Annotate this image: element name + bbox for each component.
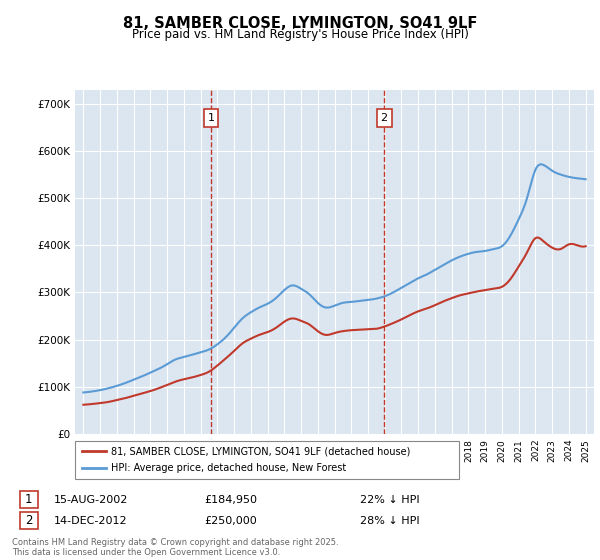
Text: £250,000: £250,000 (204, 516, 257, 526)
Text: 14-DEC-2012: 14-DEC-2012 (54, 516, 128, 526)
Text: HPI: Average price, detached house, New Forest: HPI: Average price, detached house, New … (111, 463, 346, 473)
Text: 1: 1 (208, 113, 214, 123)
Text: 28% ↓ HPI: 28% ↓ HPI (360, 516, 419, 526)
Text: Contains HM Land Registry data © Crown copyright and database right 2025.
This d: Contains HM Land Registry data © Crown c… (12, 538, 338, 557)
Text: £184,950: £184,950 (204, 494, 257, 505)
Text: 22% ↓ HPI: 22% ↓ HPI (360, 494, 419, 505)
Text: Price paid vs. HM Land Registry's House Price Index (HPI): Price paid vs. HM Land Registry's House … (131, 28, 469, 41)
Text: 81, SAMBER CLOSE, LYMINGTON, SO41 9LF (detached house): 81, SAMBER CLOSE, LYMINGTON, SO41 9LF (d… (111, 446, 410, 456)
Text: 15-AUG-2002: 15-AUG-2002 (54, 494, 128, 505)
Text: 2: 2 (380, 113, 388, 123)
Text: 81, SAMBER CLOSE, LYMINGTON, SO41 9LF: 81, SAMBER CLOSE, LYMINGTON, SO41 9LF (123, 16, 477, 31)
Text: 2: 2 (25, 514, 32, 528)
Text: 1: 1 (25, 493, 32, 506)
